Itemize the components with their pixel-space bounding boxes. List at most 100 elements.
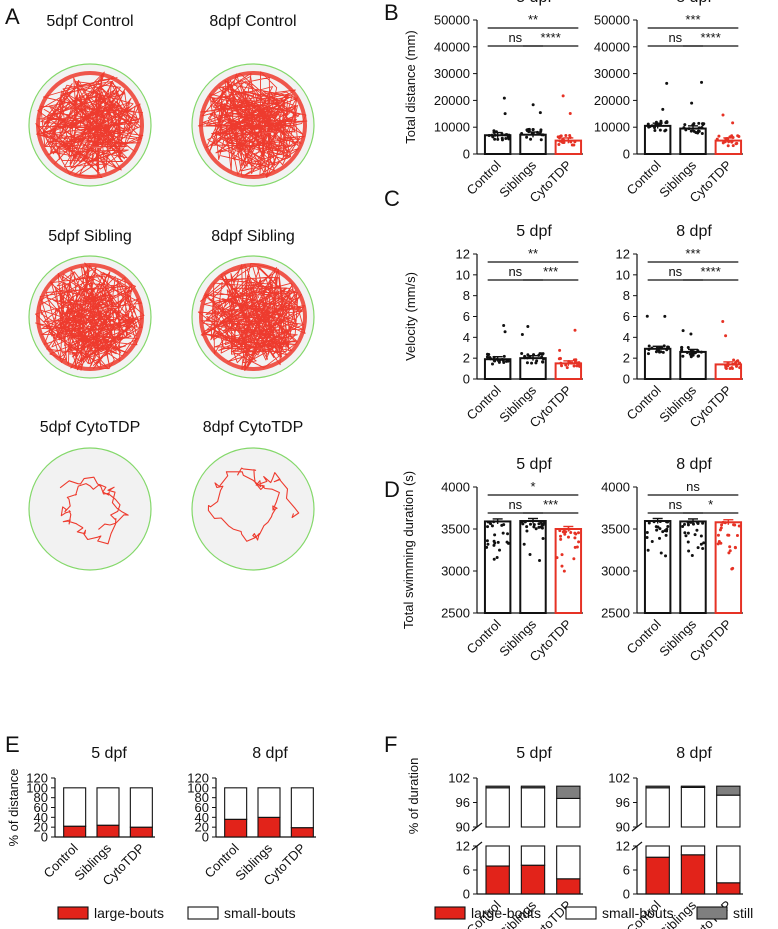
y-tick-label: 60 (34, 800, 48, 815)
arena-circle (191, 447, 315, 571)
data-point (539, 128, 543, 132)
stacked-bar-chart: 8 dpf020406080100120ControlSiblingsCytoT… (187, 745, 316, 888)
data-point (696, 546, 700, 550)
y-tick-label: 0 (623, 887, 630, 902)
trajectory-title: 5dpf Control (46, 13, 133, 30)
data-point (487, 134, 491, 138)
legend-label: large-bouts (94, 905, 164, 921)
chart-title: 8 dpf (676, 223, 712, 240)
data-point (564, 363, 568, 367)
stack-segment (716, 882, 741, 895)
data-point (661, 530, 665, 534)
data-point (650, 346, 654, 350)
bar (519, 520, 547, 615)
data-point (493, 533, 497, 537)
data-point (665, 348, 669, 352)
data-point (701, 521, 705, 525)
data-point (485, 539, 489, 543)
trajectory-plot: 8dpf CytoTDP (191, 419, 315, 571)
data-point (646, 548, 650, 552)
trajectory-path (197, 71, 308, 178)
broken-axis-chart: 8 dpf90961020612ControlSiblingsCytoTDP (608, 745, 743, 929)
y-tick-label: 30000 (594, 66, 630, 81)
significance-label: ns (668, 497, 682, 512)
data-point (506, 541, 510, 545)
stack-segment (716, 845, 741, 884)
data-point (573, 140, 577, 144)
data-point (687, 549, 691, 553)
data-point (700, 131, 704, 135)
data-point (526, 325, 530, 329)
chart-title: 8 dpf (252, 745, 288, 762)
data-point (561, 530, 565, 534)
data-point (717, 539, 721, 543)
trajectory-plot: 5dpf Control (28, 13, 152, 187)
data-point (726, 144, 730, 148)
data-point (497, 360, 501, 364)
significance-label: * (530, 479, 535, 494)
data-point (520, 351, 524, 355)
data-point (699, 350, 703, 354)
y-tick-label: 6 (623, 863, 630, 878)
data-point (683, 123, 687, 127)
trajectory-path (35, 71, 144, 178)
significance-label: **** (701, 30, 721, 45)
data-point (507, 133, 511, 137)
data-point (500, 523, 504, 527)
y-tick-label: 40 (195, 810, 209, 825)
data-point (717, 134, 721, 138)
data-point (556, 135, 560, 139)
data-point (731, 121, 735, 125)
data-point (737, 524, 741, 528)
y-tick-label: 3500 (441, 522, 470, 537)
legend-swatch (565, 906, 597, 920)
y-tick-label: 8 (463, 288, 470, 303)
data-point (490, 133, 494, 137)
data-point (506, 136, 510, 140)
y-tick-label: 20000 (594, 93, 630, 108)
stack-segment (485, 787, 510, 828)
data-point (537, 522, 541, 526)
data-point (646, 352, 650, 356)
stack-segment (520, 845, 546, 866)
data-point (492, 129, 496, 133)
legend-swatch (187, 906, 219, 920)
data-point (541, 352, 545, 356)
data-point (572, 557, 576, 561)
bar-chart: 8 dpf2500300035004000ControlSiblingsCyto… (601, 456, 743, 664)
panel-label: A (5, 4, 20, 29)
data-point (735, 533, 739, 537)
y-tick-label: 80 (34, 790, 48, 805)
trajectory-title: 5dpf Sibling (48, 228, 132, 245)
data-point (485, 545, 489, 549)
y-tick-label: 100 (26, 780, 48, 795)
y-tick-label: 10 (616, 267, 630, 282)
data-point (540, 524, 544, 528)
data-point (731, 566, 735, 570)
stack-segment (645, 787, 670, 828)
data-point (565, 366, 569, 370)
data-point (699, 542, 703, 546)
data-point (528, 553, 532, 557)
data-point (502, 361, 506, 365)
data-point (731, 144, 735, 148)
panel-label: E (5, 732, 20, 757)
data-point (681, 329, 685, 333)
y-tick-label: 3500 (601, 522, 630, 537)
data-point (502, 96, 506, 100)
data-point (701, 546, 705, 550)
data-point (559, 534, 563, 538)
data-point (532, 525, 536, 529)
data-point (666, 345, 670, 349)
significance-label: ** (528, 12, 538, 27)
stack-segment (257, 787, 281, 818)
data-point (690, 553, 694, 557)
stack-segment (63, 825, 87, 838)
stack-segment (520, 787, 546, 828)
data-point (564, 133, 568, 137)
data-point (490, 524, 494, 528)
data-point (689, 349, 693, 353)
data-point (728, 545, 732, 549)
data-point (690, 101, 694, 105)
